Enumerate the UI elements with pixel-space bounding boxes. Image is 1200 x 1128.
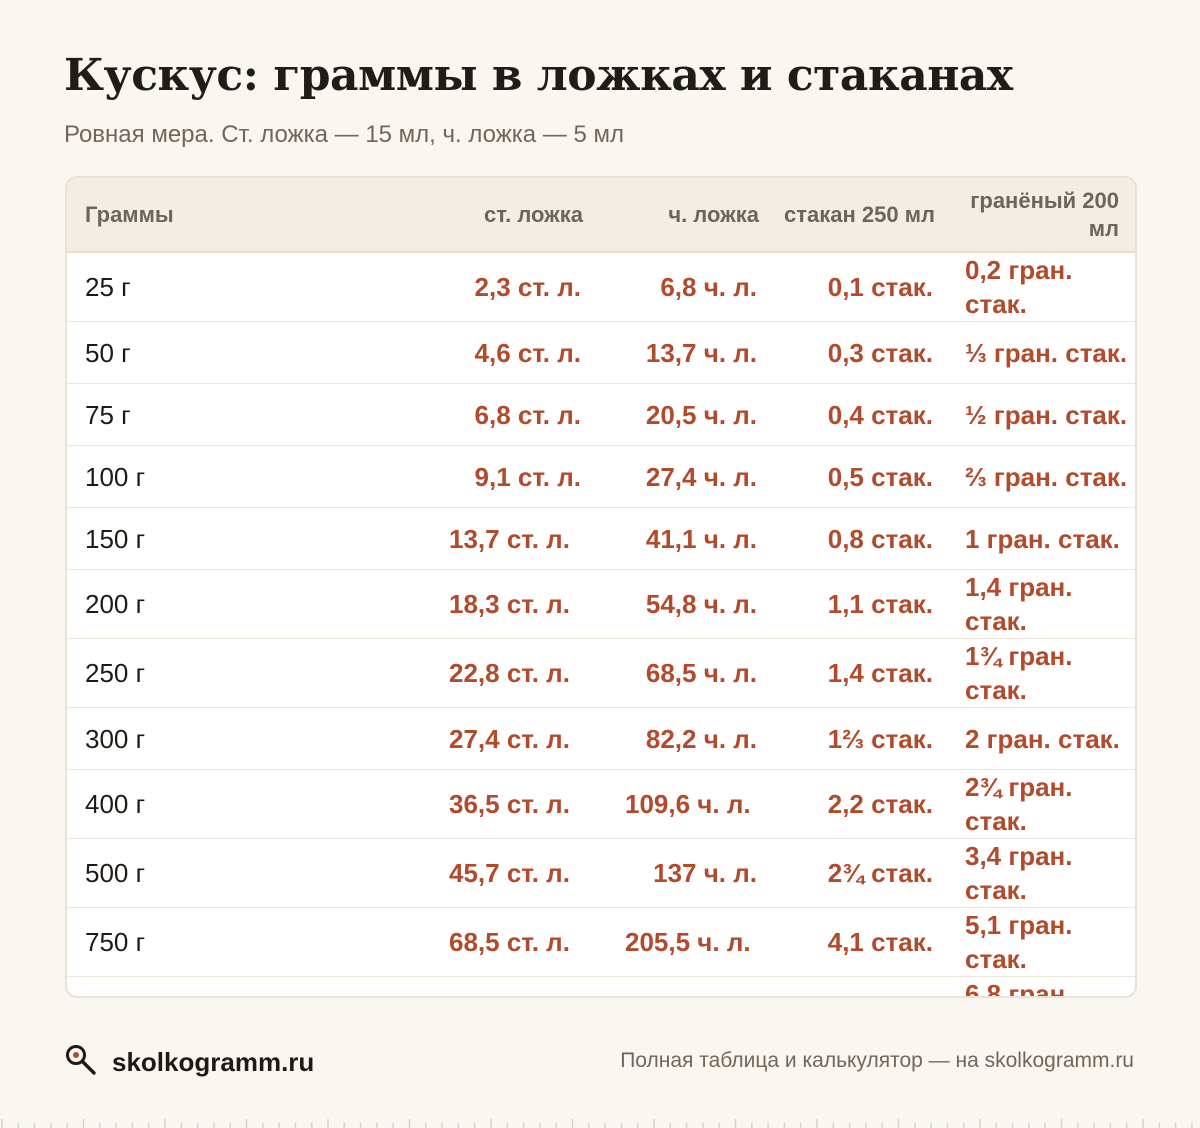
cell-faceted-glasses-200: 1 гран. стак. [955, 507, 1135, 570]
cell-tablespoons: 9,1 ст. л. [427, 445, 603, 508]
column-header-tablespoon: ст. ложка [427, 178, 603, 253]
ruler-decoration [1, 1119, 1193, 1128]
cell-faceted-glasses-200: 3,4 гран. стак. [955, 838, 1135, 908]
cell-tablespoons: 6,8 ст. л. [427, 383, 603, 446]
cell-teaspoons: 109,6 ч. л. [603, 769, 779, 839]
cell-grams: 250 г [67, 638, 427, 708]
cell-grams: 200 г [67, 569, 427, 639]
cell-faceted-glasses-200: ⅓ гран. стак. [955, 321, 1135, 384]
page-subtitle: Ровная мера. Ст. ложка — 15 мл, ч. ложка… [64, 121, 624, 148]
table-row: 300 г 27,4 ст. л. 82,2 ч. л. 1⅔ стак. 2 гран… [67, 707, 1135, 770]
cell-cups-250: 0,4 стак. [779, 383, 955, 446]
cell-faceted-glasses-200: 2¾ гран. стак. [955, 769, 1135, 839]
table-row: 25 г 2,3 ст. л. 6,8 ч. л. 0,1 стак. 0,2 гран… [67, 252, 1135, 322]
column-header-faceted-glass-200: гранёный 200 мл [955, 178, 1135, 253]
cell-grams: 500 г [67, 838, 427, 908]
cell-grams: 75 г [67, 383, 427, 446]
cell-teaspoons: 41,1 ч. л. [603, 507, 779, 570]
table-row: 75 г 6,8 ст. л. 20,5 ч. л. 0,4 стак. ½ гран.… [67, 383, 1135, 446]
cell-cups-250: 5½ стак. [779, 976, 955, 996]
cell-tablespoons: 45,7 ст. л. [427, 838, 603, 908]
cell-grams: 25 г [85, 272, 131, 302]
cell-tablespoons: 13,7 ст. л. [427, 507, 603, 570]
cell-tablespoons: 22,8 ст. л. [427, 638, 603, 708]
cell-tablespoons: 2,3 ст. л. [474, 272, 581, 302]
cell-cups-250: 1,1 стак. [779, 569, 955, 639]
cell-cups-250: 0,3 стак. [779, 321, 955, 384]
table-header-row: Граммы ст. ложка ч. ложка стакан 250 мл … [67, 178, 1135, 253]
cell-tablespoons: 27,4 ст. л. [427, 707, 603, 770]
table-row: 200 г 18,3 ст. л. 54,8 ч. л. 1,1 стак. 1,4 г… [67, 569, 1135, 639]
cell-tablespoons: 91,3 ст. л. [427, 976, 603, 996]
cell-cups-250: 1,4 стак. [779, 638, 955, 708]
cell-cups-250: 0,1 стак. [827, 272, 933, 302]
cell-cups-250: 4,1 стак. [779, 907, 955, 977]
column-header-grams: Граммы [67, 178, 427, 253]
brand-name: skolkogramm.ru [112, 1047, 315, 1077]
cell-teaspoons: 82,2 ч. л. [603, 707, 779, 770]
table-row: 150 г 13,7 ст. л. 41,1 ч. л. 0,8 стак. 1 гра… [67, 507, 1135, 570]
table-row: 400 г 36,5 ст. л. 109,6 ч. л. 2,2 стак. 2¾ г… [67, 769, 1135, 839]
cell-tablespoons: 68,5 ст. л. [427, 907, 603, 977]
cell-teaspoons: 274 ч. л. [603, 976, 779, 996]
cell-faceted-glasses-200: 6,8 гран. стак. [955, 976, 1135, 996]
cell-tablespoons: 4,6 ст. л. [427, 321, 603, 384]
table-row: 1000 г91,3 ст. л.274 ч. л.5½ стак.6,8 гр… [67, 976, 1135, 996]
cell-tablespoons: 36,5 ст. л. [427, 769, 603, 839]
cell-faceted-glasses-200: 0,2 гран. стак. [965, 255, 1073, 319]
cell-teaspoons: 68,5 ч. л. [603, 638, 779, 708]
cell-faceted-glasses-200: 1,4 гран. стак. [955, 569, 1135, 639]
cell-grams: 750 г [67, 907, 427, 977]
cell-grams: 400 г [67, 769, 427, 839]
cell-teaspoons: 205,5 ч. л. [603, 907, 779, 977]
cell-faceted-glasses-200: 5,1 гран. стак. [955, 907, 1135, 977]
magnifier-scale-icon [64, 1043, 98, 1082]
cell-cups-250: 0,5 стак. [779, 445, 955, 508]
cell-grams: 150 г [67, 507, 427, 570]
table-body: 25 г 2,3 ст. л. 6,8 ч. л. 0,1 стак. 0,2 гран… [67, 252, 1135, 996]
cell-faceted-glasses-200: ⅔ гран. стак. [955, 445, 1135, 508]
cell-grams: 1000 г [67, 976, 427, 996]
cell-faceted-glasses-200: ½ гран. стак. [955, 383, 1135, 446]
column-header-teaspoon: ч. ложка [603, 178, 779, 253]
column-header-cup-250: стакан 250 мл [779, 178, 955, 253]
page-title: Кускус: граммы в ложках и стаканах [64, 50, 1013, 101]
cell-grams: 300 г [67, 707, 427, 770]
cell-faceted-glasses-200: 2 гран. стак. [955, 707, 1135, 770]
cell-teaspoons: 20,5 ч. л. [603, 383, 779, 446]
cell-teaspoons: 27,4 ч. л. [603, 445, 779, 508]
table-row: 50 г 4,6 ст. л. 13,7 ч. л. 0,3 стак. ⅓ гран.… [67, 321, 1135, 384]
footer-note: Полная таблица и калькулятор — на skolko… [620, 1049, 1134, 1072]
cell-teaspoons: 13,7 ч. л. [603, 321, 779, 384]
cell-grams: 100 г [67, 445, 427, 508]
cell-teaspoons: 54,8 ч. л. [603, 569, 779, 639]
table-row: 250 г 22,8 ст. л. 68,5 ч. л. 1,4 стак. 1¾ гр… [67, 638, 1135, 708]
cell-cups-250: 0,8 стак. [779, 507, 955, 570]
cell-cups-250: 1⅔ стак. [779, 707, 955, 770]
cell-teaspoons: 6,8 ч. л. [660, 272, 757, 302]
cell-cups-250: 2,2 стак. [779, 769, 955, 839]
cell-teaspoons: 137 ч. л. [603, 838, 779, 908]
table-row: 100 г 9,1 ст. л. 27,4 ч. л. 0,5 стак. ⅔ гран… [67, 445, 1135, 508]
cell-faceted-glasses-200: 1¾ гран. стак. [955, 638, 1135, 708]
table-row: 750 г 68,5 ст. л. 205,5 ч. л. 4,1 стак. 5,1 … [67, 907, 1135, 977]
footer-brand: skolkogramm.ru [64, 1043, 314, 1082]
cell-grams: 50 г [67, 321, 427, 384]
conversion-table: Граммы ст. ложка ч. ложка стакан 250 мл … [67, 178, 1135, 996]
cell-cups-250: 2¾ стак. [779, 838, 955, 908]
cell-tablespoons: 18,3 ст. л. [427, 569, 603, 639]
conversion-table-card: Граммы ст. ложка ч. ложка стакан 250 мл … [65, 176, 1137, 998]
table-row: 500 г 45,7 ст. л. 137 ч. л. 2¾ стак. 3,4 гра… [67, 838, 1135, 908]
